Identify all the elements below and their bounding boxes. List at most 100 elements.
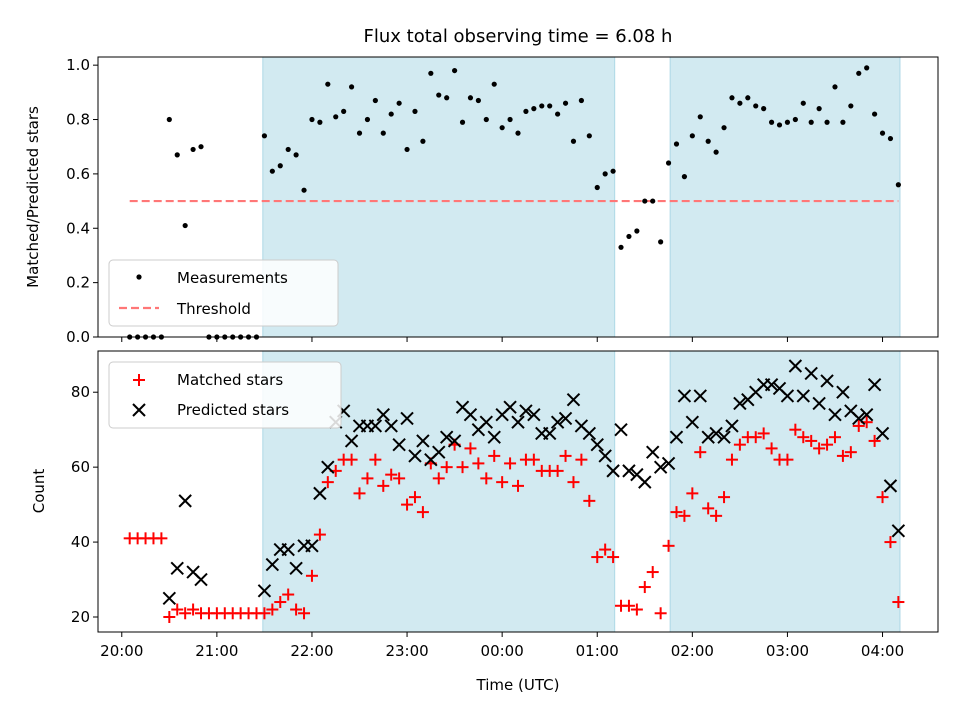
measurement-point <box>562 100 569 106</box>
x-tick-label: 21:00 <box>195 642 238 660</box>
measurement-point <box>864 65 870 71</box>
measurement-point <box>729 95 735 101</box>
measurement-point <box>341 108 347 114</box>
measurement-point <box>198 144 204 150</box>
matched-star-point <box>305 569 318 582</box>
measurement-point <box>610 168 616 174</box>
measurement-point <box>317 119 323 125</box>
predicted-star-point <box>408 449 422 463</box>
measurement-point <box>507 116 513 123</box>
measurement-point <box>705 138 711 144</box>
measurement-point <box>388 111 394 117</box>
matched-star-point <box>527 453 540 466</box>
measurement-point <box>277 163 283 169</box>
ratio-axes: 0.0 0.2 0.4 0.6 0.8 1.0 <box>66 56 884 346</box>
predicted-star-point <box>764 378 779 392</box>
observing-windows <box>262 56 901 338</box>
x-tick-label: 23:00 <box>385 642 428 660</box>
predicted-star-point <box>875 426 890 441</box>
measurement-point <box>761 106 767 112</box>
matched-star-point <box>725 453 738 466</box>
predicted-star-point <box>368 419 383 433</box>
matched-star-point <box>551 464 564 477</box>
measurement-point <box>618 244 624 250</box>
predicted-star-point <box>796 389 810 403</box>
measurement-point <box>594 184 600 191</box>
matched-star-point <box>480 472 493 485</box>
matched-star-point <box>892 596 905 609</box>
ratio-legend: Measurements Threshold <box>108 259 339 327</box>
predicted-star-point <box>693 389 707 403</box>
measurement-point <box>269 168 275 174</box>
matched-star-point <box>456 461 469 474</box>
measurement-point <box>840 119 846 125</box>
matched-star-point <box>163 611 176 624</box>
matched-star-point <box>662 539 675 552</box>
predicted-star-point <box>653 460 668 474</box>
matched-star-point <box>654 607 667 620</box>
predicted-star-point <box>257 584 272 598</box>
measurement-point <box>808 119 814 125</box>
predicted-star-point <box>812 396 826 411</box>
measurement-point <box>776 122 783 128</box>
predicted-star-point <box>836 385 850 399</box>
matched-star-point <box>369 453 382 466</box>
measurement-point <box>602 171 608 177</box>
measurement-point <box>658 239 664 245</box>
measurement-point <box>182 222 188 229</box>
x-tick-label: 03:00 <box>766 642 809 660</box>
counts-legend: Matched stars Predicted stars <box>108 361 342 429</box>
predicted-star-point <box>661 456 676 471</box>
matched-star-point <box>377 479 390 492</box>
predicted-star-point <box>622 464 636 478</box>
matched-star-point <box>702 502 715 515</box>
measurement-point <box>301 187 307 193</box>
ratio-y-tick-label: 0.2 <box>66 274 90 292</box>
matched-star-point <box>258 607 271 620</box>
matched-star-point <box>591 551 604 564</box>
measurement-point <box>372 97 378 104</box>
x-tick-label: 22:00 <box>290 642 333 660</box>
predicted-star-point <box>717 430 731 444</box>
matched-star-point <box>187 603 200 616</box>
matched-star-point <box>884 536 897 549</box>
predicted-star-point <box>376 407 390 422</box>
predicted-star-point <box>463 407 478 422</box>
matched-star-point <box>670 506 683 519</box>
matched-star-point <box>868 434 881 447</box>
matched-star-point <box>298 607 311 620</box>
predicted-star-point <box>321 460 335 474</box>
x-tick-label: 04:00 <box>861 642 904 660</box>
matched-star-point <box>567 476 580 489</box>
legend-matched-label: Matched stars <box>177 371 283 389</box>
measurement-point <box>380 130 386 136</box>
predicted-star-point <box>828 407 842 422</box>
measurement-point <box>174 152 180 158</box>
measurement-point <box>475 97 481 104</box>
matched-star-point <box>638 581 651 594</box>
x-tick-label: 02:00 <box>671 642 714 660</box>
matched-star-point <box>599 543 612 556</box>
ratio-y-tick-label: 0.0 <box>66 328 90 346</box>
matched-star-point <box>432 472 445 485</box>
matched-star-point <box>282 588 295 601</box>
ratio-y-tick-label: 0.4 <box>66 219 90 237</box>
measurement-point <box>499 125 505 131</box>
matched-star-point <box>646 566 659 579</box>
measurement-point <box>737 100 743 106</box>
matched-star-point <box>749 431 762 444</box>
measurement-point <box>642 198 648 204</box>
matched-star-point <box>789 423 802 436</box>
matched-star-point <box>757 427 770 440</box>
predicted-star-point <box>614 422 628 437</box>
matched-star-point <box>686 487 699 500</box>
panel-counts: 20 40 60 80 20:00 21:00 22:00 23:00 00:00 01:00 02… <box>30 350 939 694</box>
matched-star-point <box>353 487 366 500</box>
matched-star-point <box>266 603 279 616</box>
counts-y-tick-label: 60 <box>71 458 90 476</box>
matched-star-point <box>607 551 620 564</box>
measurement-point <box>190 146 196 153</box>
predicted-star-point <box>400 411 414 426</box>
ratio-axes-frame <box>97 56 939 338</box>
